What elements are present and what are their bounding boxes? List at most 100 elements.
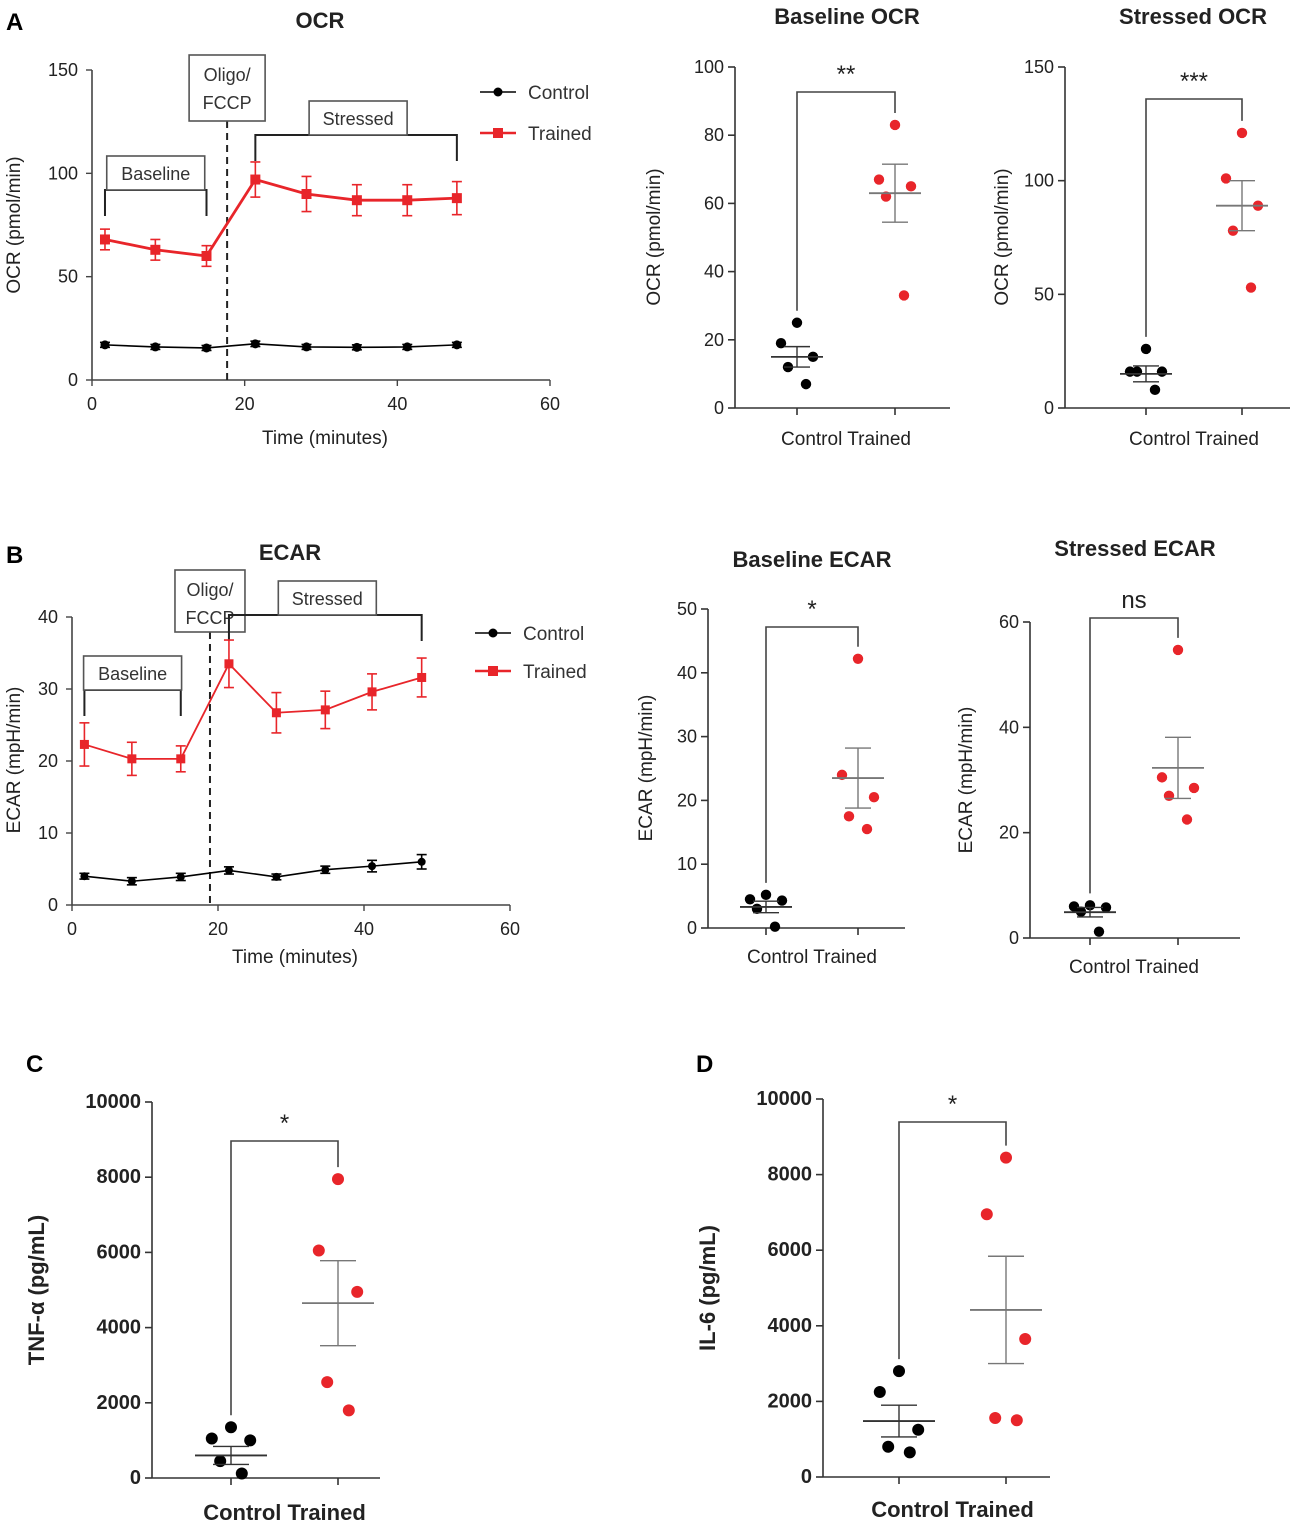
baseline_ocr-point-control [800, 378, 812, 390]
ecar_time-xtick-label: 40 [354, 919, 374, 939]
stressed_ecar-point-trained [1172, 644, 1184, 656]
baseline_ocr-ytick-label: 40 [704, 262, 724, 282]
ocr_time-point-control [452, 340, 462, 350]
stressed_ocr-y-label: OCR (pmol/min) [992, 168, 1013, 305]
ecar_time-point-control [368, 862, 377, 871]
ocr_time-bracket-baseline [103, 189, 208, 216]
il6-point-trained [980, 1208, 993, 1221]
ecar_time-point-control [127, 877, 136, 886]
ocr_time-xtick-label: 20 [235, 394, 255, 414]
baseline_ocr-chart: Baseline OCR 0 20 40 60 80 100 Control Trained O… [644, 4, 950, 450]
tnf-significance-label: * [280, 1110, 289, 1137]
ocr_time-point-control [352, 342, 362, 352]
tnf-point-trained [342, 1404, 355, 1417]
il6-point-trained [1010, 1414, 1023, 1427]
stressed_ecar-significance-label: ns [1121, 587, 1146, 614]
stressed_ecar-significance-bracket [1089, 617, 1179, 894]
ecar_time-chart: ECAR 0 10 20 30 40 0 20 40 60 Time (minutes) ECAR (… [4, 540, 587, 968]
tnf-point-control [235, 1467, 248, 1480]
baseline_ocr-ytick-label: 100 [694, 57, 724, 77]
ocr_time-point-control [402, 342, 412, 352]
baseline_ocr-point-trained [898, 290, 910, 301]
stressed_ecar-point-trained [1188, 782, 1200, 794]
ocr_time-x-label: Time (minutes) [262, 428, 388, 449]
ecar_time-point-trained [176, 754, 186, 764]
ecar_time-point-control [80, 872, 89, 881]
baseline_ocr-point-control [791, 317, 803, 328]
baseline_ecar-title: Baseline ECAR [733, 547, 892, 572]
ocr_time-injection-box [188, 54, 266, 122]
ocr_time-point-trained [301, 189, 312, 199]
stressed_ecar-point-trained [1156, 772, 1168, 783]
ecar_time-xtick-label: 60 [500, 919, 520, 939]
ecar_time-point-trained [271, 708, 281, 718]
ocr_time-title: OCR [296, 8, 345, 33]
stressed_ocr-title: Stressed OCR [1119, 4, 1267, 29]
ocr_time-point-trained [402, 195, 413, 206]
il6-point-trained [989, 1412, 1002, 1425]
ocr_time-legend-marker-trained [493, 128, 503, 138]
ecar_time-ytick-label: 10 [38, 823, 58, 843]
ocr_time-legend-label-trained: Trained [528, 124, 592, 145]
panel-letter-d: D [696, 1051, 713, 1078]
ecar_time-injection-label-2: FCCP [185, 608, 234, 628]
il6-ytick-label: 10000 [756, 1088, 812, 1110]
ocr_time-bracket-label-baseline: Baseline [121, 164, 190, 184]
stressed_ecar-point-control [1093, 926, 1105, 937]
stressed_ocr-ytick-label: 150 [1024, 57, 1054, 77]
ecar_time-ytick-label: 20 [38, 751, 58, 771]
baseline_ecar-ytick-label: 30 [677, 727, 697, 747]
baseline_ecar-significance-bracket [765, 626, 859, 883]
baseline_ocr-significance-bracket [796, 91, 896, 311]
ecar_time-bracket-baseline [83, 689, 182, 716]
stressed_ocr-significance-bracket [1145, 98, 1243, 337]
ecar_time-point-control [224, 866, 233, 875]
charts-group: OCR 0 50 100 150 0 20 40 60 Time (minutes) OCR (pm… [4, 4, 1290, 1525]
stressed_ocr-point-trained [1220, 173, 1232, 184]
ocr_time-ytick-label: 50 [58, 267, 78, 287]
tnf-xcategory-labels: Control Trained [203, 1500, 366, 1525]
stressed_ocr-point-control [1156, 366, 1168, 377]
ocr_time-series-line-control [104, 343, 457, 349]
ecar_time-injection-box [174, 569, 246, 633]
ocr_time-xtick-label: 0 [87, 394, 97, 414]
il6-ytick-label: 2000 [768, 1390, 813, 1412]
ocr_time-point-trained [150, 244, 161, 255]
stressed_ecar-point-trained [1181, 814, 1193, 825]
ocr_time-xtick-label: 60 [540, 394, 560, 414]
stressed_ecar-ytick-label: 60 [999, 612, 1019, 632]
baseline_ocr-point-trained [905, 181, 917, 192]
stressed_ocr-ytick-label: 50 [1034, 284, 1054, 304]
panel-letter-b: B [6, 542, 23, 569]
stressed_ecar-title: Stressed ECAR [1054, 536, 1216, 561]
ocr_time-point-control [202, 343, 211, 353]
ocr_time-series-line-trained [104, 177, 457, 258]
ocr_time-y-label: OCR (pmol/min) [4, 156, 25, 293]
baseline_ecar-chart: Baseline ECAR 0 10 20 30 40 50 Control Trained E… [636, 547, 905, 968]
ocr_time-bracket-stressed [254, 134, 458, 161]
ecar_time-bracket-box-stressed [277, 580, 378, 616]
il6-point-trained [1019, 1333, 1032, 1346]
il6-point-control [903, 1446, 916, 1459]
ocr_time-bracket-box-baseline [105, 155, 206, 191]
ocr_time-injection-label-1: Oligo/ [204, 65, 251, 85]
ocr_time-point-trained [451, 193, 462, 204]
stressed_ocr-chart: Stressed OCR 0 50 100 150 Control Trained OCR … [992, 4, 1290, 450]
stressed_ecar-y-label: ECAR (mpH/min) [956, 707, 977, 854]
ecar_time-point-trained [320, 705, 330, 715]
baseline_ecar-point-control [769, 921, 781, 932]
baseline_ocr-xcategory-labels: Control Trained [781, 429, 911, 450]
tnf-ytick-label: 4000 [97, 1317, 142, 1339]
tnf-ytick-label: 8000 [97, 1166, 142, 1188]
baseline_ecar-point-trained [868, 792, 880, 803]
baseline_ocr-title: Baseline OCR [774, 4, 920, 29]
ecar_time-injection-label-1: Oligo/ [186, 580, 233, 600]
ocr_time-point-control [301, 342, 311, 352]
tnf-ytick-label: 0 [130, 1467, 141, 1489]
il6-point-trained [1000, 1151, 1012, 1164]
stressed_ecar-ytick-label: 40 [999, 717, 1019, 737]
il6-point-control [873, 1385, 886, 1398]
ecar_time-legend-label-trained: Trained [523, 662, 587, 683]
stressed_ocr-xcategory-labels: Control Trained [1129, 429, 1259, 450]
ocr_time-bracket-box-stressed [308, 100, 408, 136]
